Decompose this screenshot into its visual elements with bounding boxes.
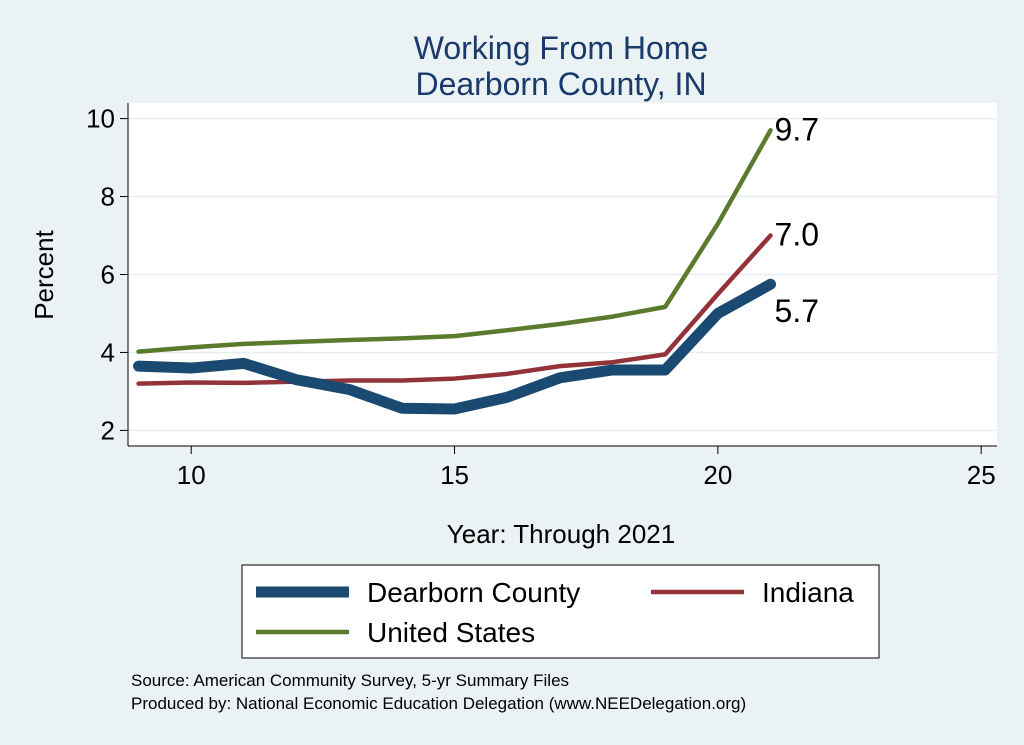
legend-box (241, 564, 880, 659)
legend-label-indiana: Indiana (762, 577, 854, 608)
x-tick-label-15: 15 (440, 460, 469, 490)
x-axis-label: Year: Through 2021 (447, 519, 675, 549)
chart-title-line-2: Dearborn County, IN (415, 66, 706, 102)
line-dearborn-county (133, 278, 777, 415)
x-tick-label-20: 20 (703, 460, 732, 490)
legend-label-united-states: United States (367, 617, 535, 648)
x-ticks: 10 15 20 25 (177, 446, 996, 490)
end-label-dearborn-county: 5.7 (775, 293, 819, 329)
end-label-united-states: 9.7 (775, 111, 819, 147)
legend: Dearborn County Indiana United States (256, 577, 854, 648)
y-tick-label-10: 10 (86, 104, 115, 134)
y-tick-label-2: 2 (101, 415, 115, 445)
series-lines (133, 128, 777, 415)
y-ticks: 2 4 6 8 10 (86, 104, 128, 445)
y-axis-label: Percent (29, 229, 59, 319)
end-label-indiana: 7.0 (775, 217, 819, 253)
x-tick-label-25: 25 (967, 460, 996, 490)
y-tick-label-6: 6 (101, 260, 115, 290)
y-tick-label-8: 8 (101, 182, 115, 212)
source-line-1: Source: American Community Survey, 5-yr … (131, 671, 569, 690)
legend-label-dearborn-county: Dearborn County (367, 577, 580, 608)
x-tick-label-10: 10 (177, 460, 206, 490)
grid-lines (128, 117, 997, 432)
line-indiana (136, 233, 773, 386)
source-line-2: Produced by: National Economic Education… (131, 694, 746, 713)
y-tick-label-4: 4 (101, 337, 115, 367)
end-labels: 5.7 7.0 9.7 (775, 111, 819, 329)
line-united-states (136, 128, 773, 354)
chart-title-line-1: Working From Home (414, 30, 709, 66)
